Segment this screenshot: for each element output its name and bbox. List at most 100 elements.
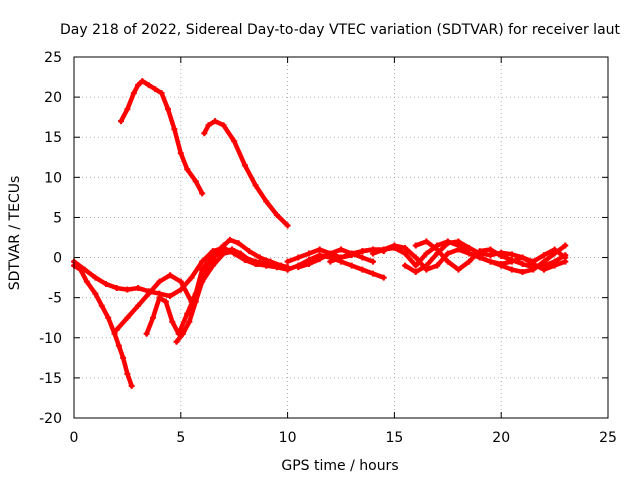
data-point-track-e-4 <box>156 278 163 285</box>
data-point-track-m-10 <box>508 251 515 258</box>
data-point-track-g-13 <box>273 264 280 271</box>
data-point-track-f-14 <box>256 254 263 261</box>
data-point-track-m-4 <box>444 240 451 247</box>
data-point-track-a-4 <box>139 78 146 85</box>
data-point-track-n-11 <box>530 264 537 271</box>
data-point-track-m-11 <box>519 254 526 261</box>
data-point-track-d-5 <box>124 286 131 293</box>
data-point-track-j-2 <box>316 256 323 263</box>
data-point-track-e-2 <box>135 302 142 309</box>
data-point-track-l-3 <box>402 250 409 257</box>
data-point-track-a-6 <box>152 86 159 93</box>
data-point-track-d-4 <box>113 285 120 292</box>
data-point-track-d-12 <box>199 258 206 265</box>
data-point-track-c-6 <box>111 330 118 337</box>
data-point-track-k-7 <box>402 244 409 251</box>
x-tick-label-1: 5 <box>176 430 185 446</box>
data-point-track-a-12 <box>192 178 199 185</box>
data-point-track-f-2 <box>156 294 163 301</box>
data-point-track-j-3 <box>327 250 334 257</box>
data-point-track-l-9 <box>466 250 473 257</box>
data-point-track-m-13 <box>540 252 547 259</box>
data-point-track-g-7 <box>220 248 227 255</box>
data-point-track-n-9 <box>508 256 515 263</box>
y-tick-label-7: 15 <box>44 130 62 146</box>
data-point-track-j-7 <box>370 258 377 265</box>
x-tick-label-2: 10 <box>279 430 297 446</box>
data-point-track-i-0 <box>284 258 291 265</box>
x-tick-label-4: 20 <box>492 430 510 446</box>
data-point-track-a-2 <box>130 90 137 97</box>
data-point-track-b-2 <box>211 118 218 125</box>
data-point-track-n-0 <box>412 242 419 249</box>
y-tick-label-9: 25 <box>44 50 62 66</box>
data-point-track-h-6 <box>348 262 355 269</box>
data-point-track-j-4 <box>338 246 344 253</box>
data-point-track-n-4 <box>455 266 462 273</box>
data-point-track-a-9 <box>171 126 178 133</box>
data-point-track-h-9 <box>380 274 387 281</box>
data-point-track-f-1 <box>150 314 157 321</box>
data-point-track-b-4 <box>231 138 238 145</box>
series-track-n <box>412 238 569 273</box>
data-point-track-k-1 <box>338 254 344 261</box>
data-point-track-b-5 <box>241 162 248 169</box>
data-point-track-e-5 <box>167 272 174 279</box>
y-tick-label-6: 10 <box>44 170 62 186</box>
data-point-track-j-1 <box>305 260 312 267</box>
data-point-track-f-0 <box>143 330 150 337</box>
data-point-track-m-0 <box>402 262 409 269</box>
data-point-track-c-8 <box>120 354 127 361</box>
data-point-track-l-11 <box>487 258 494 265</box>
data-point-track-g-0 <box>173 338 180 345</box>
data-point-track-g-2 <box>186 318 193 325</box>
data-point-track-b-9 <box>284 222 291 229</box>
data-point-track-n-3 <box>444 258 451 265</box>
data-point-track-c-5 <box>105 314 112 321</box>
data-point-track-c-10 <box>128 382 135 389</box>
x-tick-label-3: 15 <box>385 430 403 446</box>
data-point-track-g-9 <box>237 250 244 257</box>
data-point-track-n-8 <box>498 252 505 259</box>
data-point-track-g-10 <box>246 256 253 263</box>
data-point-track-n-14 <box>562 252 569 259</box>
data-point-track-c-2 <box>83 278 90 285</box>
y-axis-label: SDTVAR / TECUs <box>7 176 23 291</box>
data-point-track-d-2 <box>92 274 99 281</box>
data-point-track-i-2 <box>305 250 312 257</box>
data-point-track-e-3 <box>145 290 152 297</box>
series-path-track-m <box>402 239 568 275</box>
tick-labels: 0 5 10 15 20 25 -20 -15 -10 -5 0 5 10 15 20 25 <box>39 50 617 446</box>
data-point-track-g-6 <box>211 252 218 259</box>
data-point-track-j-0 <box>295 264 302 271</box>
data-point-track-k-2 <box>348 250 355 257</box>
data-point-track-c-9 <box>124 370 131 377</box>
data-point-track-b-1 <box>205 122 212 129</box>
data-point-track-d-9 <box>167 293 174 300</box>
series-track-f <box>143 236 291 337</box>
data-point-track-m-1 <box>412 268 419 275</box>
data-point-track-h-0 <box>284 266 291 273</box>
data-point-track-b-6 <box>252 182 259 189</box>
data-point-track-c-7 <box>115 342 122 349</box>
data-point-track-n-5 <box>466 258 473 265</box>
data-point-track-c-3 <box>92 290 99 297</box>
data-point-track-l-12 <box>498 260 505 267</box>
data-point-track-f-12 <box>235 240 242 247</box>
data-point-track-n-12 <box>540 262 547 269</box>
data-point-track-k-0 <box>327 258 334 265</box>
data-point-track-f-6 <box>184 310 191 317</box>
data-series <box>71 78 569 389</box>
data-point-track-e-1 <box>124 314 131 321</box>
grid-lines <box>74 57 608 418</box>
data-point-track-d-11 <box>188 274 195 281</box>
data-point-track-g-8 <box>229 246 236 253</box>
data-point-track-k-3 <box>359 248 366 255</box>
data-point-track-l-2 <box>391 244 398 251</box>
series-path-track-a <box>118 78 205 196</box>
series-path-track-b <box>202 118 290 228</box>
data-point-track-b-7 <box>263 198 270 205</box>
data-point-track-k-10 <box>434 262 441 269</box>
data-point-track-g-12 <box>263 262 270 269</box>
